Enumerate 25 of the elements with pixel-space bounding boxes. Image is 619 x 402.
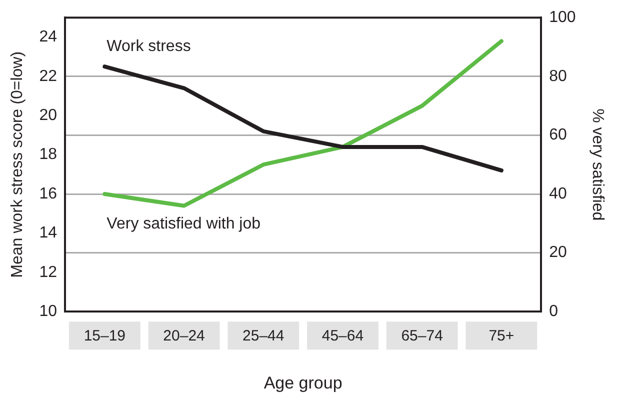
y-tick-label: 14 <box>39 224 58 242</box>
x-tick-label: 45–64 <box>322 328 364 345</box>
x-tick-label: 75+ <box>488 328 514 345</box>
y-tick-label: 20 <box>39 107 58 124</box>
y-tick-label: 10 <box>39 303 58 320</box>
y2-tick-label: 0 <box>549 303 558 320</box>
y2-tick-label: 80 <box>549 68 568 85</box>
y2-tick-label: 40 <box>549 185 568 202</box>
y-tick-label: 12 <box>39 264 58 281</box>
y-axis-title: Mean work stress score (0=low) <box>9 51 26 278</box>
x-tick-label: 65–74 <box>401 328 443 345</box>
y2-tick-label: 20 <box>549 244 568 262</box>
x-tick-label: 25–44 <box>242 328 284 345</box>
y2-axis-title: % very satisfied <box>588 108 606 221</box>
y-tick-label: 24 <box>39 28 58 46</box>
y-tick-label: 18 <box>39 146 58 164</box>
x-tick-label: 20–24 <box>163 328 205 345</box>
y2-tick-label: 60 <box>549 126 568 144</box>
y2-tick-label: 100 <box>549 9 576 26</box>
y-tick-label: 16 <box>39 185 58 202</box>
x-tick-label: 15–19 <box>84 328 126 345</box>
series-label: Work stress <box>106 38 191 56</box>
x-axis-title: Age group <box>264 373 342 392</box>
y-tick-label: 22 <box>39 68 58 85</box>
series-label: Very satisfied with job <box>106 215 261 232</box>
